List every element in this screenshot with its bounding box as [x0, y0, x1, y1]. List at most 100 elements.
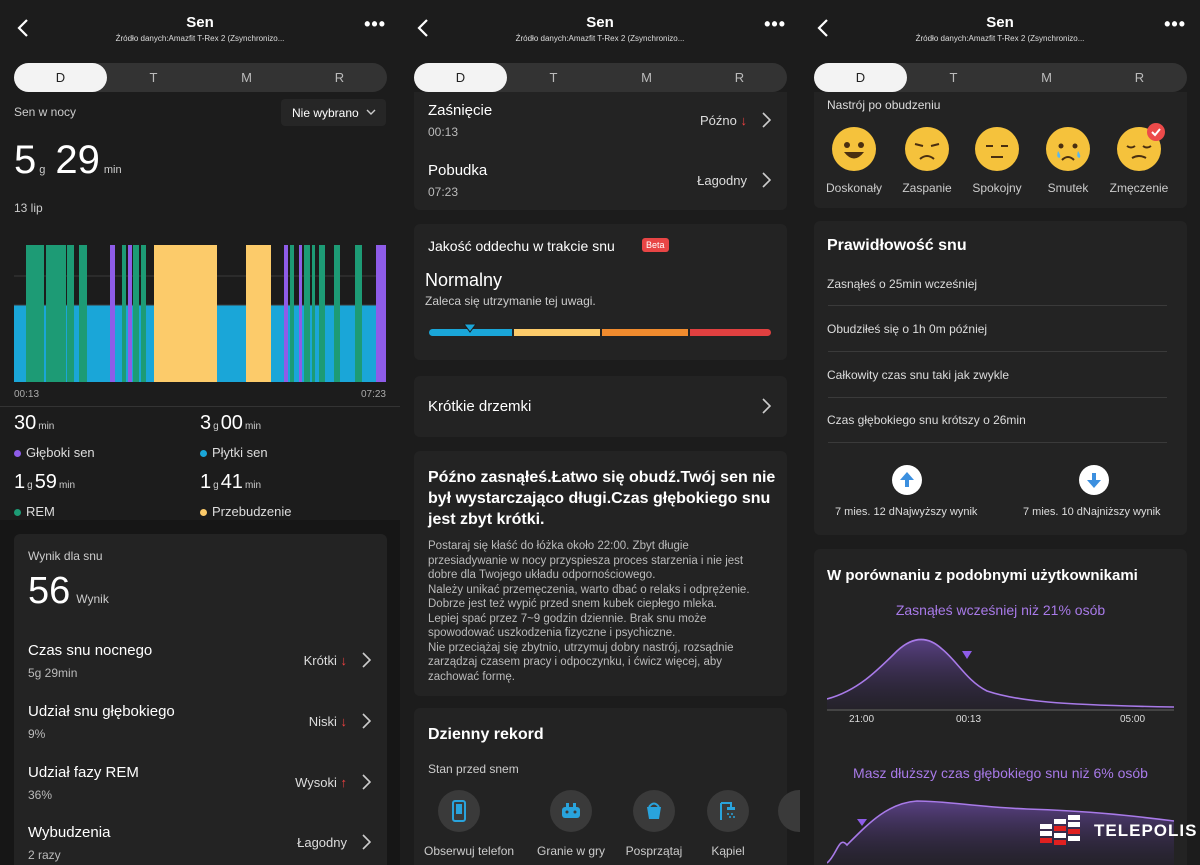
up-arrow-icon: ↑: [340, 775, 348, 790]
stage-band-deep: [110, 245, 115, 382]
stage-band-rem: [312, 245, 315, 382]
selected-check-icon: [1147, 123, 1165, 141]
activity-games[interactable]: Granie w gry: [536, 790, 606, 858]
advice-title: Późno zasnąłeś.Łatwo się obudź.Twój sen …: [428, 469, 776, 528]
tab-day[interactable]: D: [814, 63, 907, 92]
mood-title: Nastrój po obudzeniu: [827, 98, 941, 112]
data-source: Źródło danych:Amazfit T-Rex 2 (Zsynchron…: [515, 34, 685, 43]
period-tabs: D T M R: [814, 63, 1187, 92]
chevron-right-icon: [362, 652, 371, 668]
sleep-date: 13 lip: [14, 201, 43, 215]
best-score: 7 mies. 12 dNajwyższy wynik: [835, 506, 978, 518]
row-fall-asleep[interactable]: Zaśnięcie 00:13 Późno ↓: [414, 102, 787, 146]
breathing-title: Jakość oddechu w trakcie snu: [428, 238, 615, 254]
back-arrow-icon[interactable]: [16, 18, 30, 38]
tab-month[interactable]: M: [641, 70, 652, 85]
awake-dot: [200, 509, 207, 517]
back-arrow-icon[interactable]: [816, 18, 830, 38]
breathing-value: Normalny: [425, 270, 503, 290]
stage-band-deep: [284, 245, 288, 382]
chevron-right-icon: [362, 834, 371, 850]
down-arrow-icon: ↓: [740, 113, 748, 128]
stage-band-rem: [141, 245, 146, 382]
chevron-right-icon: [762, 398, 771, 414]
advice-card: Późno zasnąłeś.Łatwo się obudź.Twój sen …: [414, 451, 787, 696]
row-wake-up[interactable]: Pobudka 07:23 Łagodny: [414, 162, 787, 206]
comparison-card: W porównaniu z podobnymi użytkownikami Z…: [814, 549, 1187, 865]
comparison-sleep-onset: Zasnąłeś wcześniej niż 21% osób: [895, 602, 1106, 618]
mood-calm[interactable]: Spokojny: [962, 127, 1032, 195]
tab-year[interactable]: R: [334, 70, 345, 85]
row-deep-share[interactable]: Udział snu głębokiego 9% Niski ↓: [14, 703, 387, 753]
tab-week[interactable]: T: [949, 70, 958, 85]
tab-month[interactable]: M: [241, 70, 252, 85]
tab-month[interactable]: M: [1041, 70, 1052, 85]
more-icon[interactable]: •••: [364, 14, 386, 34]
activity-more[interactable]: [766, 790, 800, 832]
advice-line: spowodować uszkodzenia fizyczne i psychi…: [428, 627, 676, 639]
tab-week[interactable]: T: [549, 70, 558, 85]
user-marker: [857, 819, 867, 826]
naps-card[interactable]: Krótkie drzemki: [414, 376, 787, 437]
total-sleep: 5 g 29 min: [14, 138, 122, 182]
score-card: Wynik dla snu 56 Wynik Czas snu nocnego 5…: [14, 534, 387, 865]
telepolis-logo: TELEPOLIS: [1038, 815, 1198, 849]
record-card: Dzienny rekord Stan przed snem: [414, 708, 787, 865]
deep-distribution-chart: [827, 800, 1174, 865]
record-sub: Stan przed snem: [428, 762, 519, 776]
comparison-deep-sleep: Masz dłuższy czas głębokiego snu niż 6% …: [853, 765, 1148, 781]
stat-rem: 1 g 59 min REM: [14, 471, 76, 519]
tab-day[interactable]: D: [414, 63, 507, 92]
filter-dropdown[interactable]: Nie wybrano: [281, 99, 386, 126]
more-icon[interactable]: •••: [764, 14, 786, 34]
more-icon[interactable]: •••: [1164, 14, 1186, 34]
light-dot: [200, 450, 207, 458]
period-tabs: D T M R: [14, 63, 387, 92]
tab-year[interactable]: R: [734, 70, 745, 85]
regularity-card: Prawidłowość snu Zasnąłeś o 25min wcześn…: [814, 221, 1187, 535]
mood-sad[interactable]: Smutek: [1033, 127, 1103, 195]
tab-day[interactable]: D: [14, 63, 107, 92]
rem-dot: [14, 509, 21, 517]
reg-item: Obudziłeś się o 1h 0m później: [827, 322, 988, 336]
bucket-icon: [647, 802, 661, 819]
sleep-stage-chart: [14, 245, 386, 382]
advice-line: Dobrze jest też wypić przed snem kubek c…: [428, 598, 717, 610]
row-awakenings[interactable]: Wybudzenia 2 razy Łagodny: [14, 824, 387, 865]
stage-band-rem: [122, 245, 126, 382]
stat-deep: 30 min Głęboki sen: [14, 412, 95, 460]
activity-cleanup[interactable]: Posprzątaj: [619, 790, 689, 858]
chevron-down-icon: [366, 109, 376, 115]
score-label: Wynik dla snu: [28, 549, 103, 563]
down-arrow-icon: ↓: [340, 714, 348, 729]
stage-band-rem: [334, 245, 340, 382]
row-rem-share[interactable]: Udział fazy REM 36% Wysoki ↑: [14, 764, 387, 814]
panel-daily-sleep: Sen Źródło danych:Amazfit T-Rex 2 (Zsync…: [0, 0, 400, 865]
activity-bath[interactable]: Kąpiel: [693, 790, 763, 858]
header: Sen Źródło danych:Amazfit T-Rex 2 (Zsync…: [0, 0, 400, 58]
stat-awake: 1 g 41 min Przebudzenie: [200, 471, 292, 519]
worst-score-icon: [1079, 465, 1109, 495]
tab-year[interactable]: R: [1134, 70, 1145, 85]
mood-tired[interactable]: Zmęczenie: [1104, 123, 1174, 195]
stage-band-wake: [154, 245, 217, 382]
down-arrow-icon: ↓: [340, 653, 348, 668]
happy-face-icon: [844, 142, 864, 159]
deep-dot: [14, 450, 21, 458]
row-night-sleep[interactable]: Czas snu nocnego 5g 29min Krótki ↓: [14, 642, 387, 692]
advice-line: dobre dla Twojego układu odpornościowego…: [428, 569, 656, 581]
back-arrow-icon[interactable]: [416, 18, 430, 38]
advice-line: zachować formę.: [428, 670, 515, 683]
score: 56 Wynik: [28, 570, 109, 612]
advice-line: przesiadywanie w nocy przyspiesza proces…: [428, 554, 744, 567]
data-source: Źródło danych:Amazfit T-Rex 2 (Zsynchron…: [915, 34, 1085, 43]
mood-drowsy[interactable]: Zaspanie: [892, 127, 962, 195]
mood-excellent[interactable]: Doskonały: [819, 127, 889, 195]
phone-icon: [452, 800, 466, 822]
timing-card: Zaśnięcie 00:13 Późno ↓ Pobudka 07:23 Ła…: [414, 92, 787, 210]
reg-item: Całkowity czas snu taki jak zwykle: [827, 368, 1010, 382]
activity-phone[interactable]: Obserwuj telefon: [424, 790, 514, 858]
tab-week[interactable]: T: [149, 70, 158, 85]
best-score-icon: [892, 465, 922, 495]
advice-line: Nie przeciążaj się zbytnio, utrzymuj dob…: [428, 641, 734, 654]
